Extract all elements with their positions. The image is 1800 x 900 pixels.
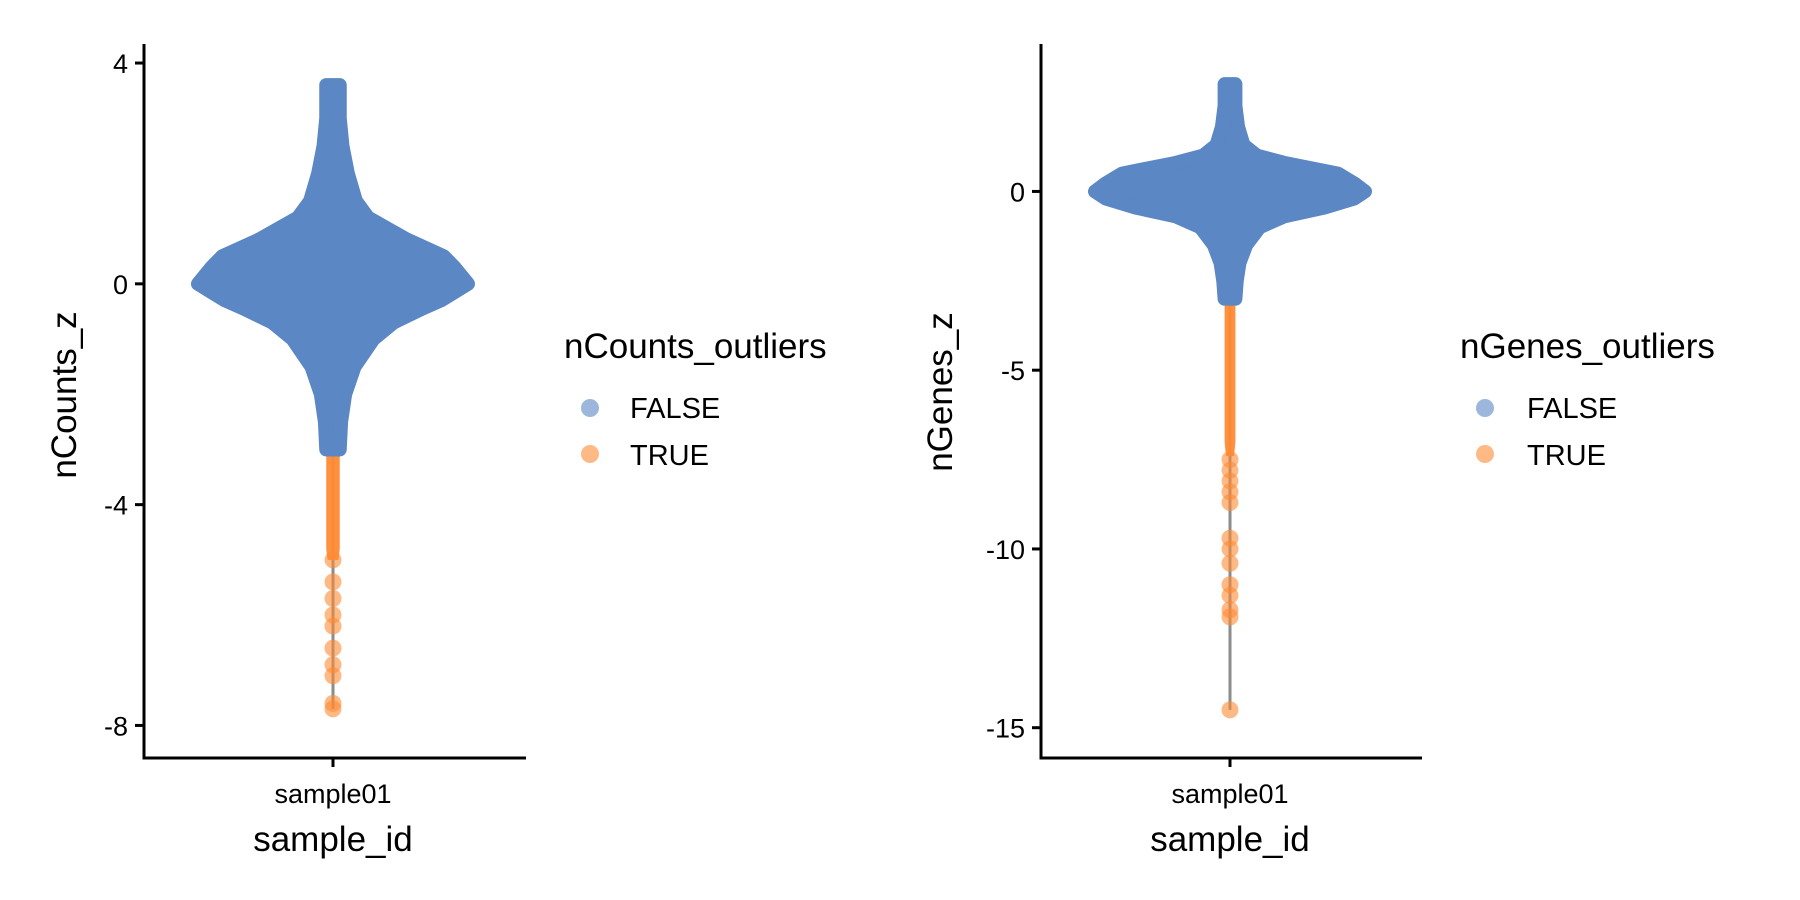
outlier-point [1221, 554, 1239, 572]
outlier-point [324, 551, 342, 569]
outlier-point [324, 667, 342, 685]
outlier-density [326, 449, 340, 560]
legend-key-true [1476, 445, 1494, 463]
legend-label-true: TRUE [630, 440, 709, 472]
legend: nCounts_outliers FALSE TRUE [564, 327, 827, 472]
y-ticks: 4 0 -4 -8 [104, 49, 144, 741]
outlier-points-ncounts [324, 551, 342, 718]
y-tick-label: -4 [104, 491, 128, 521]
violin-ncounts [191, 78, 475, 709]
legend-title: nGenes_outliers [1460, 327, 1715, 366]
y-tick-label: -10 [986, 535, 1025, 565]
y-tick-label: -8 [104, 711, 128, 741]
outlier-point [1221, 701, 1239, 719]
y-axis-title: nCounts_z [45, 311, 84, 478]
violin-body [1088, 77, 1372, 306]
outlier-point [1221, 493, 1239, 511]
outlier-point [324, 573, 342, 591]
outlier-point [324, 589, 342, 607]
legend-label-false: FALSE [630, 393, 720, 425]
legend-key-false [581, 399, 599, 417]
x-axis-title: sample_id [1150, 820, 1310, 859]
outlier-points-ngenes [1221, 451, 1239, 719]
panel-ncounts: 4 0 -4 -8 sample01 sample_id nCounts_z nCou… [45, 44, 827, 859]
legend-title: nCounts_outliers [564, 327, 827, 366]
y-ticks: 0 -5 -10 -15 [986, 177, 1041, 744]
legend: nGenes_outliers FALSE TRUE [1460, 327, 1715, 472]
outlier-point [1221, 608, 1239, 626]
outlier-point [1221, 586, 1239, 604]
legend-label-true: TRUE [1527, 440, 1606, 472]
x-tick-label: sample01 [1171, 779, 1288, 809]
y-tick-label: -15 [986, 714, 1025, 744]
x-tick-label: sample01 [274, 779, 391, 809]
outlier-point [324, 617, 342, 635]
x-axis-title: sample_id [253, 820, 413, 859]
y-tick-label: 4 [113, 49, 128, 79]
outlier-density [1224, 298, 1236, 456]
y-tick-label: -5 [1001, 356, 1025, 386]
outlier-point [1221, 540, 1239, 558]
panel-ngenes: 0 -5 -10 -15 sample01 sample_id nGenes_z nG… [921, 44, 1715, 859]
legend-label-false: FALSE [1527, 393, 1617, 425]
y-axis-title: nGenes_z [921, 312, 960, 472]
outlier-point [324, 639, 342, 657]
y-tick-label: 0 [1010, 177, 1025, 207]
y-tick-label: 0 [113, 270, 128, 300]
outlier-point [324, 700, 342, 718]
violin-body [191, 78, 475, 457]
legend-key-true [581, 445, 599, 463]
legend-key-false [1476, 399, 1494, 417]
